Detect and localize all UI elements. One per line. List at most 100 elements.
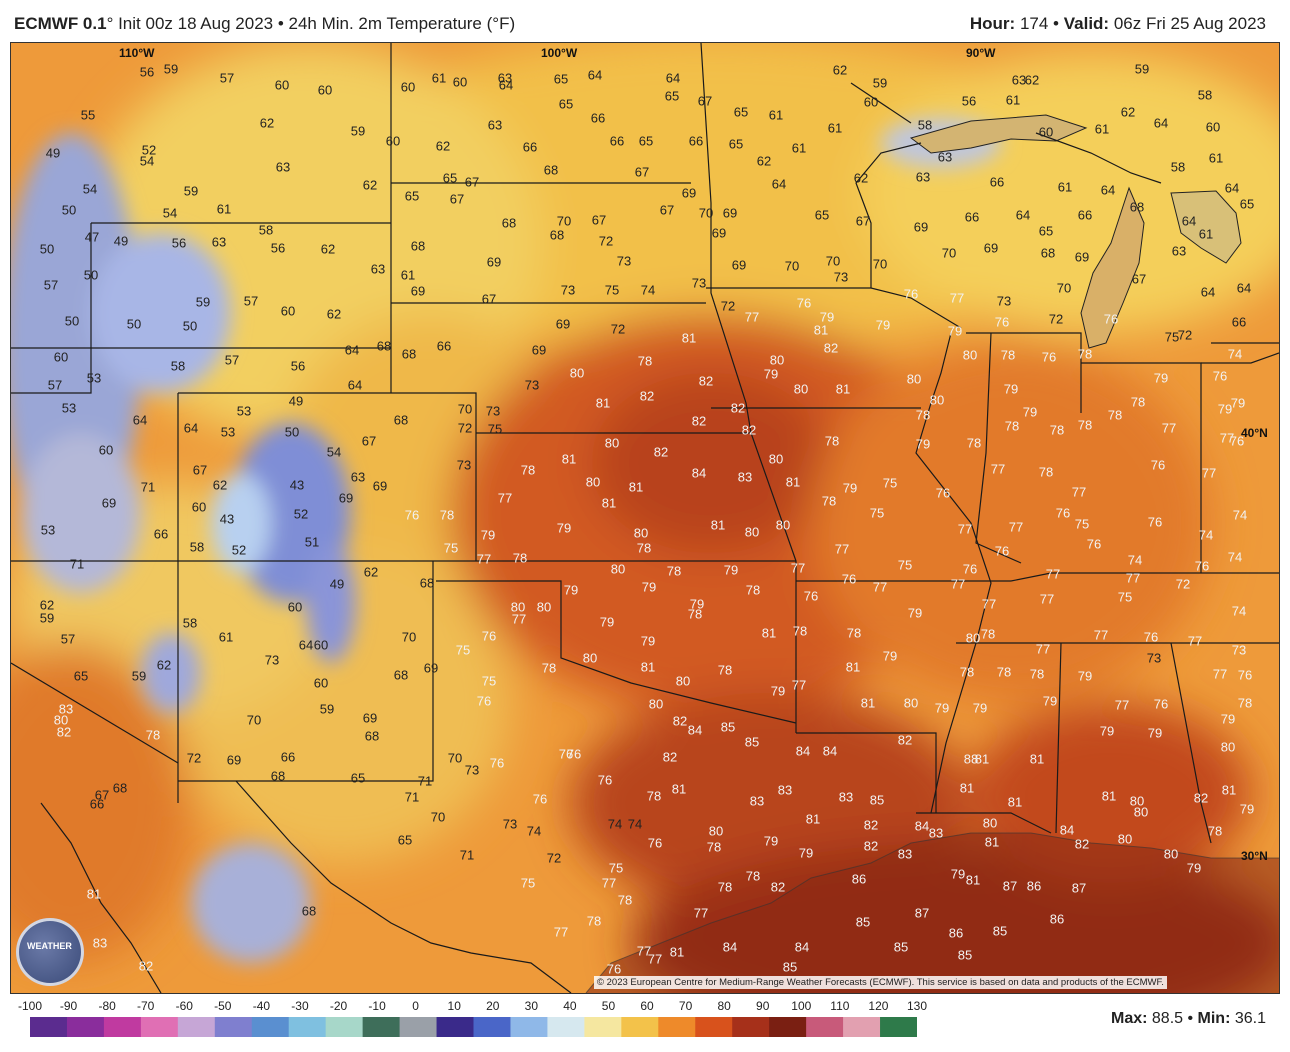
temperature-label: 78 xyxy=(1000,347,1016,363)
temperature-label: 72 xyxy=(598,233,614,249)
temperature-label: 68 xyxy=(301,903,317,919)
temperature-label: 79 xyxy=(480,527,496,543)
temperature-label: 79 xyxy=(882,648,898,664)
temperature-label: 80 xyxy=(769,352,785,368)
temperature-label: 66 xyxy=(436,338,452,354)
temperature-label: 62 xyxy=(1120,104,1136,120)
temperature-label: 75 xyxy=(481,673,497,689)
lake-michigan xyxy=(1080,186,1145,349)
temperature-label: 58 xyxy=(917,117,933,133)
temperature-label: 80 xyxy=(793,381,809,397)
temperature-label: 68 xyxy=(401,346,417,362)
temperature-label: 73 xyxy=(691,275,707,291)
colorbar-segment xyxy=(399,1017,438,1037)
temperature-label: 86 xyxy=(948,925,964,941)
temperature-label: 68 xyxy=(1040,245,1056,261)
temperature-label: 62 xyxy=(756,153,772,169)
temperature-label: 77 xyxy=(990,461,1006,477)
colorbar-tick: 30 xyxy=(524,999,539,1013)
colorbar-segment xyxy=(769,1017,807,1037)
temperature-label: 78 xyxy=(637,353,653,369)
temperature-label: 76 xyxy=(1086,536,1102,552)
temperature-label: 81 xyxy=(1101,788,1117,804)
temperature-label: 78 xyxy=(687,606,703,622)
temperature-label: 60 xyxy=(863,94,879,110)
temperature-label: 76 xyxy=(1194,558,1210,574)
temperature-label: 75 xyxy=(1074,516,1090,532)
temperature-label: 77 xyxy=(553,924,569,940)
temperature-label: 68 xyxy=(1129,199,1145,215)
colorbar-segment xyxy=(658,1017,696,1037)
temperature-label: 77 xyxy=(790,560,806,576)
colorbar-segment xyxy=(510,1017,548,1037)
colorbar xyxy=(30,1017,917,1037)
temperature-label: 60 xyxy=(287,599,303,615)
temperature-label: 79 xyxy=(1230,395,1246,411)
temperature-label: 78 xyxy=(706,839,722,855)
temperature-label: 78 xyxy=(646,788,662,804)
temperature-label: 63 xyxy=(275,159,291,175)
colorbar-tick: 100 xyxy=(791,999,812,1013)
temperature-label: 69 xyxy=(1074,249,1090,265)
temperature-label: 73 xyxy=(833,269,849,285)
temperature-label: 54 xyxy=(82,181,98,197)
temperature-label: 64 xyxy=(347,377,363,393)
temperature-label: 74 xyxy=(526,823,542,839)
temperature-label: 69 xyxy=(555,316,571,332)
temperature-label: 69 xyxy=(410,283,426,299)
temperature-label: 78 xyxy=(439,507,455,523)
temperature-label: 77 xyxy=(981,596,997,612)
temperature-label: 65 xyxy=(553,71,569,87)
temperature-label: 63 xyxy=(370,261,386,277)
temperature-label: 76 xyxy=(481,628,497,644)
temperature-label: 86 xyxy=(1026,878,1042,894)
temperature-label: 58 xyxy=(189,539,205,555)
colorbar-segment xyxy=(732,1017,770,1037)
temperature-label: 84 xyxy=(722,939,738,955)
temperature-label: 56 xyxy=(139,64,155,80)
temperature-label: 79 xyxy=(875,317,891,333)
temperature-label: 54 xyxy=(162,205,178,221)
temperature-label: 69 xyxy=(913,219,929,235)
map-canvas xyxy=(11,43,1279,993)
logo-text: WEATHER xyxy=(27,941,72,951)
colorbar-segment xyxy=(30,1017,68,1037)
temperature-label: 68 xyxy=(419,575,435,591)
temperature-label: 77 xyxy=(1071,484,1087,500)
temperature-label: 81 xyxy=(845,659,861,675)
temperature-label: 76 xyxy=(994,314,1010,330)
temperature-label: 64 xyxy=(1181,213,1197,229)
temperature-label: 50 xyxy=(126,316,142,332)
temperature-label: 84 xyxy=(691,465,707,481)
temperature-label: 74 xyxy=(1227,346,1243,362)
colorbar-segment xyxy=(806,1017,844,1037)
temperature-label: 61 xyxy=(431,70,447,86)
temperature-label: 80 xyxy=(585,474,601,490)
temperature-label: 82 xyxy=(897,732,913,748)
temperature-label: 73 xyxy=(1231,642,1247,658)
temperature-label: 81 xyxy=(640,659,656,675)
colorbar-segment xyxy=(621,1017,659,1037)
temperature-label: 61 xyxy=(768,107,784,123)
temperature-label: 76 xyxy=(606,961,622,977)
temperature-label: 61 xyxy=(216,201,232,217)
temperature-label: 82 xyxy=(770,879,786,895)
min-label: Min: xyxy=(1197,1010,1231,1027)
temperature-label: 77 xyxy=(1125,570,1141,586)
temperature-label: 73 xyxy=(616,253,632,269)
temperature-label: 80 xyxy=(1133,804,1149,820)
temperature-label: 84 xyxy=(794,939,810,955)
temperature-map[interactable]: 110°W 100°W 90°W 40°N 30°N 56 59 57 60 60 55 6… xyxy=(10,42,1280,994)
colorbar-tick: -10 xyxy=(368,999,386,1013)
temperature-label: 49 xyxy=(329,576,345,592)
temperature-label: 76 xyxy=(994,543,1010,559)
temperature-label: 81 xyxy=(860,695,876,711)
temperature-label: 63 xyxy=(487,117,503,133)
temperature-label: 79 xyxy=(907,605,923,621)
temperature-label: 76 xyxy=(532,791,548,807)
temperature-label: 81 xyxy=(813,322,829,338)
temperature-label: 85 xyxy=(720,719,736,735)
colorbar-tick: 120 xyxy=(868,999,889,1013)
temperature-label: 62 xyxy=(320,241,336,257)
max-label: Max: xyxy=(1110,1010,1148,1027)
